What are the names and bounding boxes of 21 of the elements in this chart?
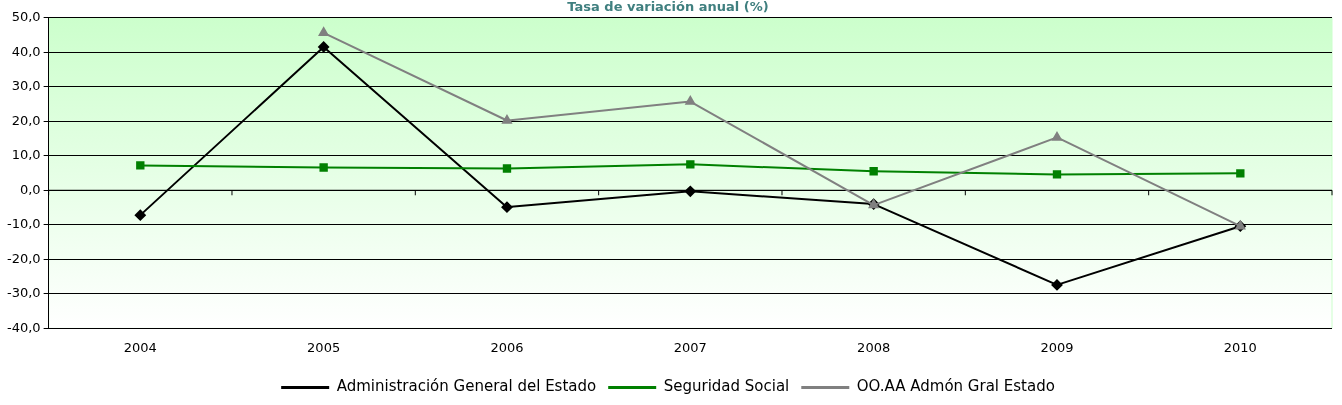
y-tick-label: 30,0 [11, 78, 41, 94]
legend-label: OO.AA Admón Gral Estado [856, 377, 1055, 396]
legend-label: Seguridad Social [663, 377, 790, 396]
x-tick-label: 2006 [490, 339, 524, 355]
y-tick-label: 20,0 [11, 112, 41, 128]
y-tick-label: -40,0 [7, 319, 41, 335]
y-tick-label: 50,0 [11, 8, 41, 24]
legend-label: Administración General del Estado [336, 377, 597, 396]
x-tick-label: 2005 [307, 339, 341, 355]
x-tick-label: 2007 [673, 339, 707, 355]
y-tick-label: 40,0 [11, 43, 41, 59]
x-tick-label: 2010 [1223, 339, 1257, 355]
chart-title: Tasa de variación anual (%) [567, 0, 769, 15]
y-tick-label: -30,0 [7, 285, 41, 301]
x-tick-label: 2008 [857, 339, 891, 355]
y-tick-label: 10,0 [11, 147, 41, 163]
y-tick-label: 0,0 [19, 181, 41, 197]
y-tick-label: -10,0 [7, 216, 41, 232]
x-tick-label: 2009 [1040, 339, 1074, 355]
y-tick-label: -20,0 [7, 250, 41, 266]
x-tick-label: 2004 [123, 339, 157, 355]
